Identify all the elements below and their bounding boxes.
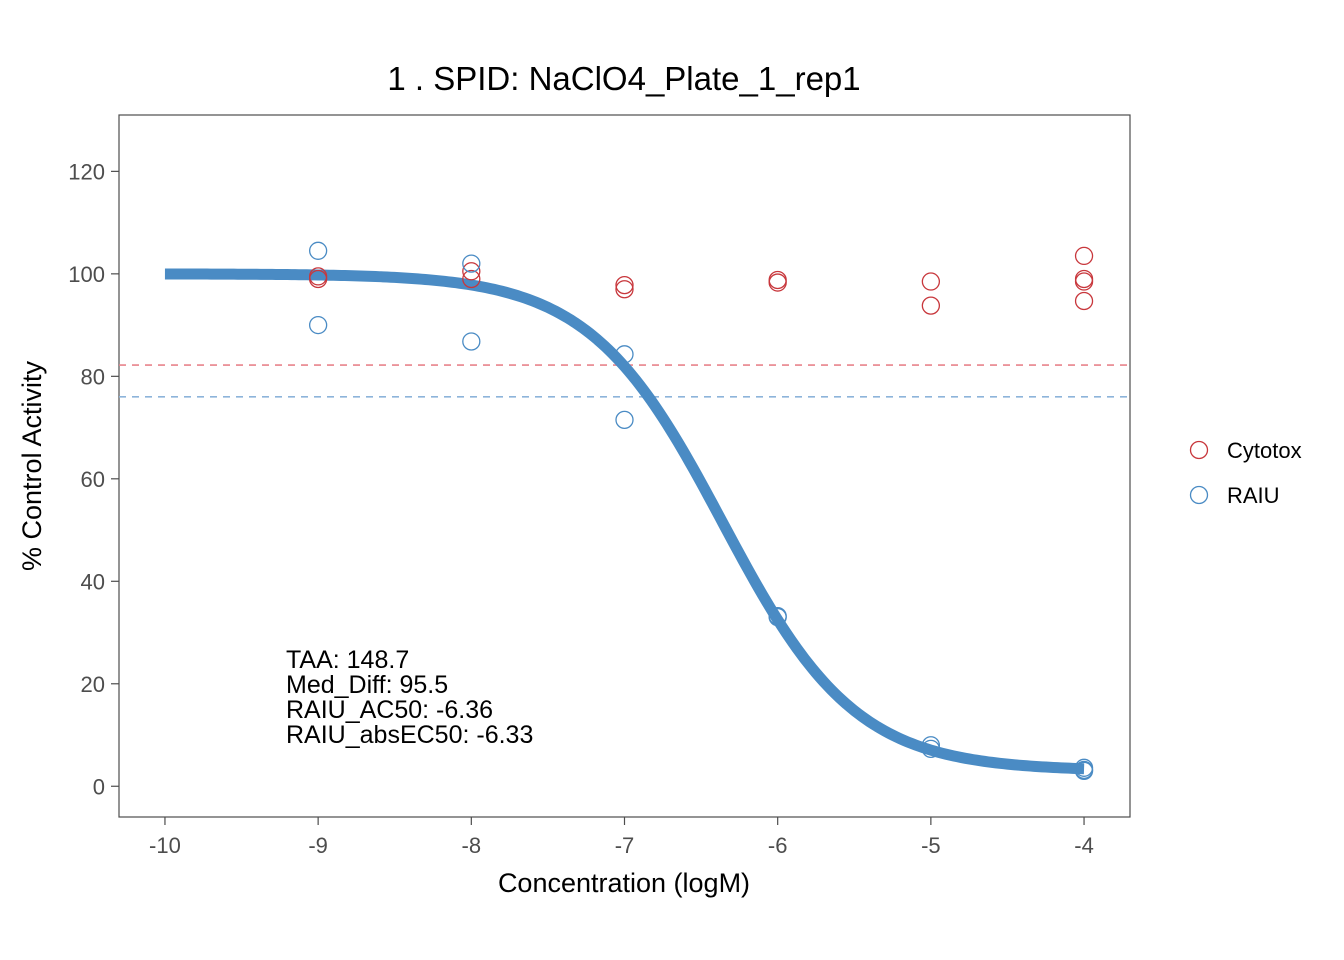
annotation-line: Med_Diff: 95.5: [286, 671, 448, 699]
x-tick-label: -9: [308, 833, 328, 858]
point-cytotox: [921, 272, 941, 291]
x-axis-label: Concentration (logM): [498, 868, 750, 898]
y-axis-label: % Control Activity: [17, 360, 47, 571]
annotation-line: TAA: 148.7: [286, 646, 409, 674]
x-axis: -10 -9 -8 -7 -6 -5 -4: [149, 817, 1094, 858]
point-raiu: [308, 315, 328, 335]
y-tick-label: 40: [81, 569, 105, 594]
point-cytotox: [1074, 291, 1094, 311]
legend-key-cytotox: [1189, 440, 1209, 460]
point-raiu: [921, 739, 941, 758]
point-raiu: [615, 410, 634, 430]
y-tick-label: 100: [68, 262, 105, 287]
legend: Cytotox RAIU: [1189, 438, 1302, 508]
point-cytotox: [462, 269, 481, 289]
point-cytotox: [615, 280, 634, 299]
y-tick-label: 120: [68, 159, 105, 184]
y-tick-label: 60: [81, 467, 105, 492]
x-tick-label: -5: [921, 833, 941, 858]
fit-curve-layer: [163, 268, 1086, 775]
point-raiu: [1074, 761, 1094, 781]
point-raiu: [768, 608, 787, 627]
legend-key-raiu: [1189, 485, 1209, 505]
point-raiu: [921, 736, 941, 755]
legend-label-cytotox: Cytotox: [1227, 438, 1302, 463]
point-cytotox: [921, 296, 941, 315]
x-tick-label: -7: [615, 833, 635, 858]
y-axis: 0 20 40 60 80 100 120: [68, 159, 119, 799]
point-cytotox: [768, 273, 787, 292]
y-tick-label: 20: [81, 672, 105, 697]
point-raiu: [462, 254, 481, 273]
x-tick-label: -6: [768, 833, 788, 858]
point-raiu: [615, 345, 634, 364]
point-raiu: [462, 332, 481, 351]
x-tick-label: -10: [149, 833, 181, 858]
point-cytotox: [308, 269, 328, 289]
fit-curve-raiu: [163, 268, 1086, 775]
data-points-layer: [308, 241, 1094, 781]
y-tick-label: 80: [81, 364, 105, 389]
legend-label-raiu: RAIU: [1227, 483, 1280, 508]
x-tick-label: -4: [1074, 833, 1094, 858]
point-cytotox: [615, 275, 634, 295]
y-tick-label: 0: [93, 774, 105, 799]
point-raiu: [308, 241, 328, 260]
point-cytotox: [1074, 246, 1094, 266]
annotation-line: RAIU_AC50: -6.36: [286, 696, 493, 724]
chart-title: 1 . SPID: NaClO4_Plate_1_rep1: [387, 60, 860, 97]
annotation-line: RAIU_absEC50: -6.33: [286, 721, 533, 749]
plot-panel: [118, 114, 1131, 818]
point-cytotox: [1074, 272, 1094, 291]
point-cytotox: [462, 262, 481, 281]
x-tick-label: -8: [462, 833, 482, 858]
